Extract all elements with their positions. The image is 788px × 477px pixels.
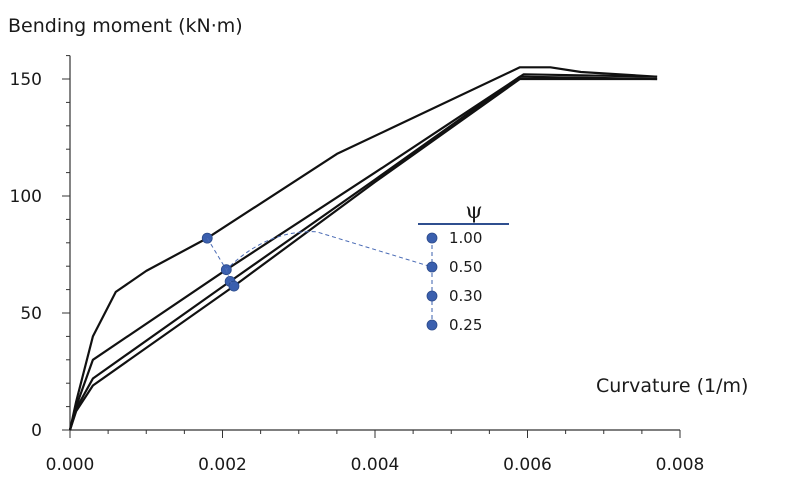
legend-label-0.50: 0.50 [449,258,482,276]
y-tick-label: 150 [10,70,42,90]
y-tick-label: 100 [10,187,42,207]
x-tick-label: 0.004 [351,455,400,475]
x-axis-title: Curvature (1/m) [596,375,748,397]
x-tick-label: 0.008 [656,455,705,475]
legend-label-0.30: 0.30 [449,287,482,305]
series-line-psi-1.00 [68,66,658,431]
marker-connector [206,231,433,271]
marker-connector-lower [225,269,235,287]
series-layer [68,66,658,431]
y-tick-label: 50 [20,304,42,324]
legend: ψ 1.00 0.50 0.30 0.25 [206,199,509,334]
legend-title: ψ [465,199,482,224]
legend-marker-1.00 [426,232,438,244]
series-line-psi-0.25 [68,77,658,431]
x-tick-label: 0.006 [503,455,552,475]
series-line-psi-0.30 [68,75,658,431]
x-tick-label: 0.000 [46,455,95,475]
axes: 0 50 100 150 0.000 0.002 0.004 0.006 0.008 [10,55,705,475]
legend-marker-0.30 [426,290,438,302]
series-line-psi-0.50 [68,73,658,431]
legend-marker-0.25 [426,319,438,331]
y-axis-title: Bending moment (kN·m) [8,15,243,37]
x-tick-label: 0.002 [198,455,247,475]
legend-label-1.00: 1.00 [449,229,482,247]
y-tick-label: 0 [31,421,42,441]
legend-marker-0.50 [426,261,438,273]
legend-label-0.25: 0.25 [449,316,482,334]
